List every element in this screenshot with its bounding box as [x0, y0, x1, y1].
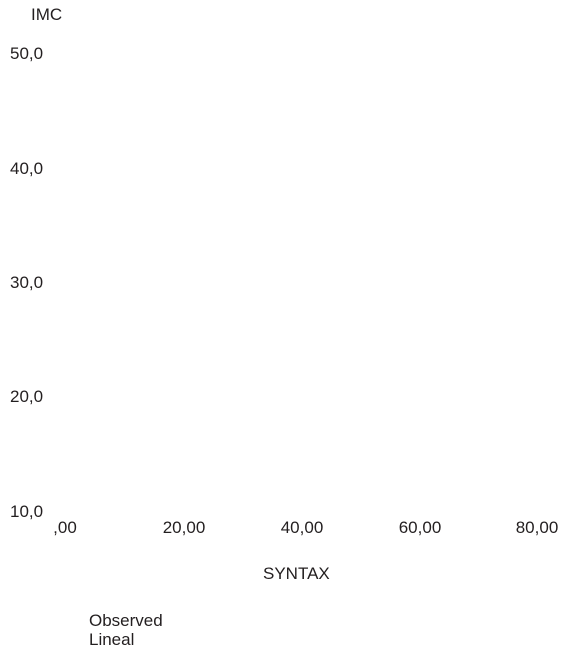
legend-entry-observed: Observed — [89, 611, 163, 630]
y-tick-label: 40,0 — [10, 159, 44, 178]
x-tick-label: 60,00 — [398, 518, 442, 537]
legend-entry-lineal: Lineal — [89, 630, 135, 649]
y-tick-label: 30,0 — [10, 273, 44, 292]
y-axis-label: IMC — [31, 5, 63, 24]
y-tick-label: 20,0 — [10, 387, 44, 406]
y-tick-label: 50,0 — [10, 44, 44, 63]
x-tick-label: ,00 — [53, 518, 77, 537]
x-axis-label: SYNTAX — [263, 564, 330, 583]
x-tick-label: 20,00 — [162, 518, 206, 537]
x-tick-label: 40,00 — [280, 518, 324, 537]
y-tick-label: 10,0 — [10, 502, 44, 521]
x-tick-label: 80,00 — [515, 518, 559, 537]
